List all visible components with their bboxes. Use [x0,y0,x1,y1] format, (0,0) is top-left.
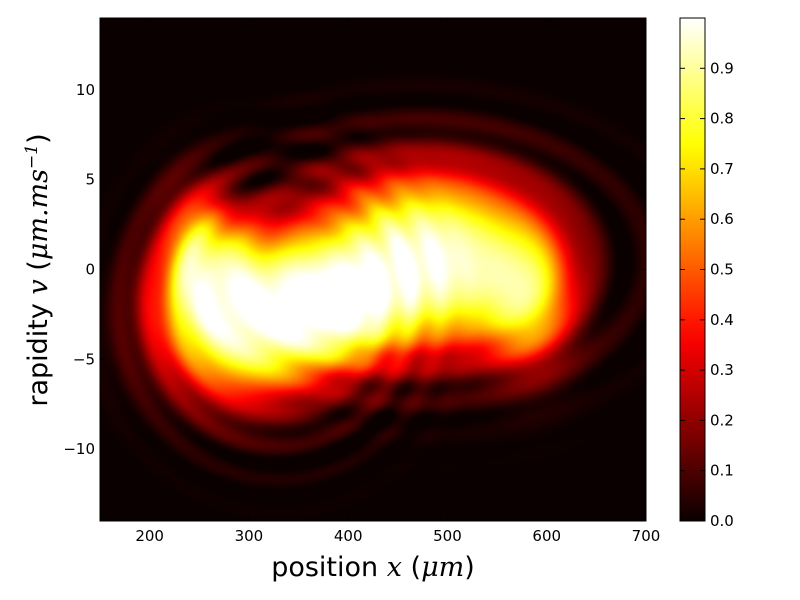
x-tick-label: 500 [433,527,462,545]
y-axis-label: rapidity v (μm.ms−1) [22,133,54,406]
colorbar-tick-label: 0.2 [710,411,734,429]
y-label-unit: μm.ms [23,169,54,260]
y-label-variable: v [23,279,54,294]
y-label-prefix: rapidity [23,295,54,407]
x-label-prefix: position [271,552,387,583]
colorbar-tick-label: 0.3 [710,361,734,379]
colorbar-tick-label: 0.5 [710,261,734,279]
y-axis-ticks: 10 5 0 −5 −10 [63,81,646,458]
heatmap-image [100,18,646,521]
colorbar-tick-label: 0.8 [710,110,734,128]
colorbar-tick-label: 0.0 [710,512,734,530]
x-axis-ticks: 200 300 400 500 600 700 [135,18,660,545]
x-label-variable: x [387,552,402,583]
y-tick-label: 0 [85,261,95,279]
x-label-unit: μm [421,552,464,583]
y-tick-label: −5 [73,350,95,368]
y-tick-label: −10 [63,440,95,458]
y-label-paren-close: ) [23,133,54,144]
x-axis-label: position x (μm) [271,552,475,583]
x-tick-label: 600 [532,527,561,545]
x-label-paren-open: ( [402,552,421,583]
colorbar-tick-label: 0.9 [710,59,734,77]
colorbar-tick-label: 0.1 [710,462,734,480]
y-tick-label: 10 [76,81,95,99]
colorbar-ticks: 0.0 0.1 0.2 0.3 0.4 0.5 0.6 0.7 0.8 0.9 [680,59,734,530]
x-tick-label: 700 [632,527,661,545]
colorbar-tick-label: 0.7 [710,160,734,178]
x-tick-label: 200 [135,527,164,545]
colorbar-tick-label: 0.6 [710,210,734,228]
y-tick-label: 5 [85,171,95,189]
x-tick-label: 300 [235,527,264,545]
plot-area [99,17,647,522]
colorbar-tick-label: 0.4 [710,311,734,329]
x-label-paren-close: ) [464,552,475,583]
y-label-paren-open: ( [23,260,54,279]
colorbar: 0.0 0.1 0.2 0.3 0.4 0.5 0.6 0.7 0.8 0.9 [679,17,734,530]
y-label-exponent: −1 [22,144,42,169]
x-tick-label: 400 [334,527,363,545]
